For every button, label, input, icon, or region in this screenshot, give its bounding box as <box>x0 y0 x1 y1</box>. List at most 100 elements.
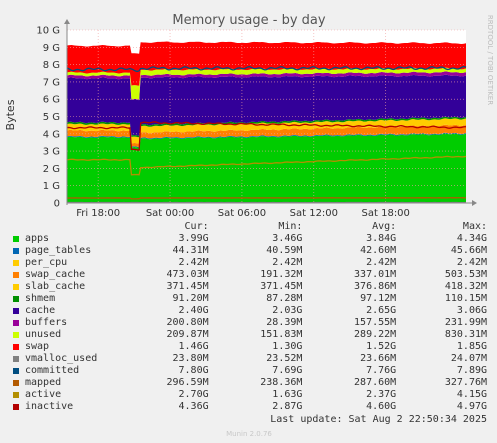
legend-series-name: buffers <box>25 317 68 328</box>
legend-row-swap: swap 1.46G 1.30G 1.52G 1.85G <box>13 341 487 353</box>
legend-max-value: 4.97G <box>456 401 488 412</box>
legend-min-value: 87.28M <box>266 293 303 304</box>
legend-avg-value: 7.76G <box>366 365 397 376</box>
y-tick-label: 2 G <box>43 164 60 175</box>
legend-row-slab-cache: slab_cache 371.45M 371.45M 376.86M 418.32M <box>13 281 487 293</box>
legend-swatch <box>13 308 19 314</box>
legend-cur-value: 2.40G <box>178 305 209 316</box>
legend-avg-value: 376.86M <box>354 281 397 292</box>
y-axis-label: Bytes <box>4 99 17 130</box>
series-area-unused <box>67 67 466 100</box>
x-tick-label: Sat 00:00 <box>146 208 194 219</box>
series-area-buffers <box>67 71 466 101</box>
chart-title: Memory usage - by day <box>172 13 325 28</box>
legend-header-row: Cur: Min: Avg: Max: <box>13 221 487 233</box>
series-area-cache <box>67 74 466 136</box>
legend-cur-value: 7.80G <box>178 365 209 376</box>
series-area-swap-cache <box>67 124 466 147</box>
series-line-active <box>66 155 467 176</box>
legend-avg-value: 1.52G <box>366 341 397 352</box>
legend-min-value: 40.59M <box>266 245 303 256</box>
legend-swatch <box>13 260 19 266</box>
y-tick-label: 6 G <box>43 95 60 106</box>
legend-series-name: swap_cache <box>25 269 86 280</box>
series-line-committed <box>66 66 467 72</box>
legend-series-name: inactive <box>25 401 74 412</box>
legend-max-value: 418.32M <box>444 281 488 292</box>
legend-min-value: 3.46G <box>272 233 303 244</box>
legend-swatch <box>13 332 19 338</box>
legend-row-unused: unused 209.87M 151.83M 289.22M 830.31M <box>13 329 487 341</box>
legend-row-cache: cache 2.40G 2.03G 2.65G 3.06G <box>13 305 487 317</box>
legend-row-shmem: shmem 91.20M 87.28M 97.12M 110.15M <box>13 293 487 305</box>
legend-row-per-cpu: per_cpu 2.42M 2.42M 2.42M 2.42M <box>13 257 487 269</box>
y-tick-label: 5 G <box>43 112 60 123</box>
legend-min-value: 238.36M <box>260 377 303 388</box>
legend-min-value: 371.45M <box>260 281 303 292</box>
legend-row-swap-cache: swap_cache 473.03M 191.32M 337.01M 503.53M <box>13 269 487 281</box>
legend-avg-value: 42.60M <box>360 245 397 256</box>
legend-header-max: Max: <box>462 221 488 232</box>
plot-area: 0 1 G 2 G 3 G 4 G 5 G 6 G 7 G 8 G 9 G 10 G Fri 18:0… <box>36 19 477 219</box>
legend-min-value: 2.03G <box>272 305 303 316</box>
legend-header-min: Min: <box>278 221 303 232</box>
legend-series-name: vmalloc_used <box>25 353 98 364</box>
legend-row-mapped: mapped 296.59M 238.36M 287.60M 327.76M <box>13 377 487 389</box>
series-area-page-tables <box>67 132 466 148</box>
legend-max-value: 7.89G <box>456 365 488 376</box>
legend-cur-value: 200.80M <box>166 317 209 328</box>
legend-max-value: 24.07M <box>450 353 488 364</box>
legend-swatch <box>13 392 19 398</box>
legend-max-value: 1.85G <box>456 341 488 352</box>
legend-cur-value: 1.46G <box>178 341 209 352</box>
y-tick-label: 7 G <box>43 77 60 88</box>
legend-max-value: 4.15G <box>456 389 488 400</box>
legend-avg-value: 2.37G <box>366 389 397 400</box>
legend-series-name: per_cpu <box>25 257 68 268</box>
y-tick-label: 0 <box>54 199 60 210</box>
legend-cur-value: 209.87M <box>166 329 209 340</box>
legend-min-value: 1.30G <box>272 341 303 352</box>
legend-swatch <box>13 272 19 278</box>
series-area-swap <box>67 41 466 86</box>
legend-cur-value: 2.70G <box>178 389 209 400</box>
legend-series-name: swap <box>25 341 50 352</box>
rrdtool-credit: RRDTOOL / TOBI OETIKER <box>486 15 494 105</box>
x-axis-arrow <box>472 200 477 206</box>
legend-max-value: 110.15M <box>444 293 488 304</box>
legend-header-cur: Cur: <box>184 221 209 232</box>
legend-row-active: active 2.70G 1.63G 2.37G 4.15G <box>13 389 487 401</box>
legend-swatch <box>13 356 19 362</box>
legend-series-name: mapped <box>25 377 62 388</box>
x-tick-label: Sat 06:00 <box>218 208 266 219</box>
legend-avg-value: 3.84G <box>366 233 397 244</box>
legend-cur-value: 473.03M <box>166 269 209 280</box>
legend-avg-value: 23.66M <box>360 353 397 364</box>
legend-cur-value: 296.59M <box>166 377 209 388</box>
legend-max-value: 830.31M <box>444 329 488 340</box>
y-tick-label: 4 G <box>43 129 60 140</box>
legend-series-name: unused <box>25 329 62 340</box>
legend-row-vmalloc-used: vmalloc_used 23.80M 23.52M 23.66M 24.07M <box>13 353 487 365</box>
legend-row-inactive: inactive 4.36G 2.87G 4.60G 4.97G <box>13 401 487 413</box>
legend-header-avg: Avg: <box>372 221 397 232</box>
legend-series-name: apps <box>25 233 50 244</box>
legend-min-value: 28.39M <box>266 317 303 328</box>
legend-max-value: 4.34G <box>456 233 488 244</box>
legend-swatch <box>13 344 19 350</box>
legend-series-name: slab_cache <box>25 281 86 292</box>
series-line-mapped <box>66 197 467 200</box>
legend-min-value: 151.83M <box>260 329 303 340</box>
legend-row-committed: committed 7.80G 7.69G 7.76G 7.89G <box>13 365 487 377</box>
legend-cur-value: 91.20M <box>172 293 209 304</box>
legend-max-value: 327.76M <box>444 377 488 388</box>
legend-cur-value: 4.36G <box>178 401 209 412</box>
legend-swatch <box>13 368 19 374</box>
legend-swatch <box>13 236 19 242</box>
legend-max-value: 503.53M <box>444 269 488 280</box>
y-tick-label: 10 G <box>36 26 60 37</box>
series-area-shmem <box>67 116 466 138</box>
legend-min-value: 2.42M <box>272 257 303 268</box>
legend-min-value: 7.69G <box>272 365 303 376</box>
